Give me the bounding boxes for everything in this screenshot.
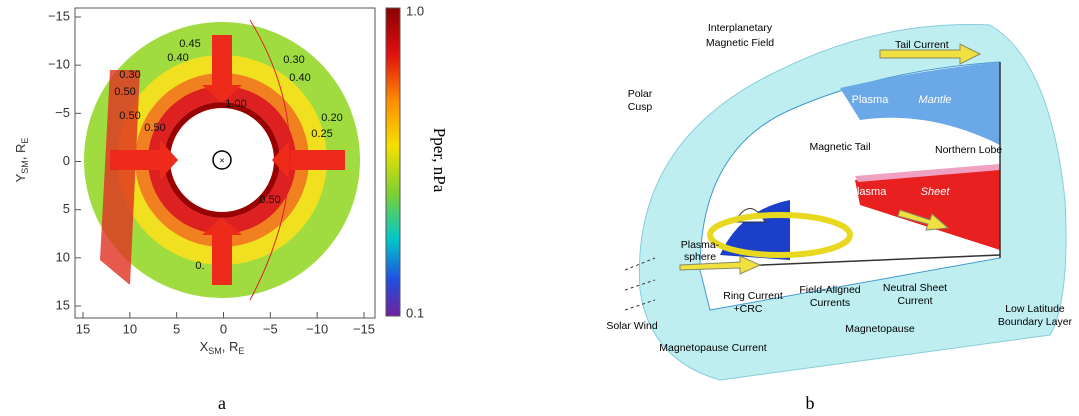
diagram-label: Current bbox=[897, 295, 932, 307]
label-part: , R bbox=[222, 339, 239, 354]
contour-label: 0.50 bbox=[259, 194, 280, 206]
label-part: , R bbox=[13, 144, 28, 161]
x-tick-label: 10 bbox=[123, 321, 137, 336]
diagram-label: Boundary Layer bbox=[998, 316, 1073, 328]
label-part: E bbox=[238, 346, 244, 356]
diagram-label: Interplanetary bbox=[708, 22, 773, 34]
x-axis-label: XSM, RE bbox=[200, 339, 245, 356]
y-axis-label: YSM, RE bbox=[13, 138, 30, 183]
label-part: SM bbox=[20, 160, 30, 174]
diagram-label: Magnetic Field bbox=[706, 37, 774, 49]
label-part: X bbox=[200, 339, 209, 354]
contour-label: 0.50 bbox=[144, 122, 165, 134]
contour-label: 0.25 bbox=[311, 128, 332, 140]
y-tick-label: 10 bbox=[56, 249, 70, 264]
y-tick-label: −5 bbox=[55, 105, 70, 120]
diagram-label: Magnetopause bbox=[845, 323, 915, 335]
diagram-label: Plasma bbox=[852, 94, 890, 106]
y-tick-label: 5 bbox=[63, 201, 70, 216]
contour-label: 0.45 bbox=[179, 38, 200, 50]
diagram-label: Currents bbox=[810, 297, 850, 309]
contour-label: 0.20 bbox=[321, 112, 342, 124]
diagram-label: Magnetopause Current bbox=[659, 342, 766, 354]
x-tick-label: −10 bbox=[306, 321, 328, 336]
caption: a bbox=[218, 393, 226, 413]
colorbar-label: Pper, nPa bbox=[430, 128, 449, 193]
caption: b bbox=[806, 393, 815, 413]
diagram-label: Solar Wind bbox=[606, 320, 658, 332]
contour-label: 0.50 bbox=[114, 86, 135, 98]
y-tick-label: −15 bbox=[48, 8, 70, 23]
label-part: Y bbox=[13, 173, 28, 182]
panel-b: Interplanetary Magnetic Field Tail Current… bbox=[606, 22, 1072, 413]
diagram-label: Neutral Sheet bbox=[883, 282, 947, 294]
panel-a: × 15 10 5 0 −5 −10 −15 −15 −10 −5 0 5 10 15 0.45 0.40 0.… bbox=[13, 3, 449, 413]
earth-x: × bbox=[219, 155, 224, 165]
diagram-label: Mantle bbox=[918, 94, 951, 106]
y-tick-label: 0 bbox=[63, 153, 70, 168]
contour-label: 0. bbox=[195, 260, 204, 272]
contour-label: 0.40 bbox=[167, 52, 188, 64]
contour-label: 0.50 bbox=[119, 110, 140, 122]
diagram-label: Northern Lobe bbox=[935, 144, 1002, 156]
label-part: E bbox=[20, 138, 30, 144]
colorbar bbox=[386, 8, 400, 316]
x-tick-label: −15 bbox=[353, 321, 375, 336]
x-tick-label: 15 bbox=[76, 321, 90, 336]
diagram-label: Plasma bbox=[850, 186, 888, 198]
colorbar-top: 1.0 bbox=[406, 3, 424, 18]
diagram-label: Field-Aligned bbox=[799, 284, 860, 296]
diagram-label: sphere bbox=[684, 251, 716, 263]
diagram-label: Magnetic Tail bbox=[809, 141, 870, 153]
label-part: SM bbox=[208, 346, 222, 356]
y-tick-label: −10 bbox=[48, 57, 70, 72]
contour-label: 0.40 bbox=[289, 72, 310, 84]
colorbar-bottom: 0.1 bbox=[406, 305, 424, 320]
diagram-label: Tail Current bbox=[895, 39, 949, 51]
x-tick-label: −5 bbox=[263, 321, 278, 336]
contour-label: 0.30 bbox=[119, 69, 140, 81]
figure: × 15 10 5 0 −5 −10 −15 −15 −10 −5 0 5 10 15 0.45 0.40 0.… bbox=[0, 0, 1079, 416]
contour-label: 0.30 bbox=[283, 54, 304, 66]
diagram-label: Low Latitude bbox=[1005, 303, 1065, 315]
y-tick-label: 15 bbox=[56, 297, 70, 312]
diagram-label: Plasma- bbox=[681, 239, 720, 251]
x-tick-label: 0 bbox=[220, 321, 227, 336]
diagram-label: Polar bbox=[628, 88, 653, 100]
x-tick-label: 5 bbox=[173, 321, 180, 336]
diagram-label: Cusp bbox=[628, 101, 653, 113]
diagram-label: +CRC bbox=[734, 303, 763, 315]
contour-label: 1.00 bbox=[225, 98, 246, 110]
diagram-label: Sheet bbox=[921, 186, 951, 198]
diagram-label: Ring Current bbox=[723, 290, 783, 302]
